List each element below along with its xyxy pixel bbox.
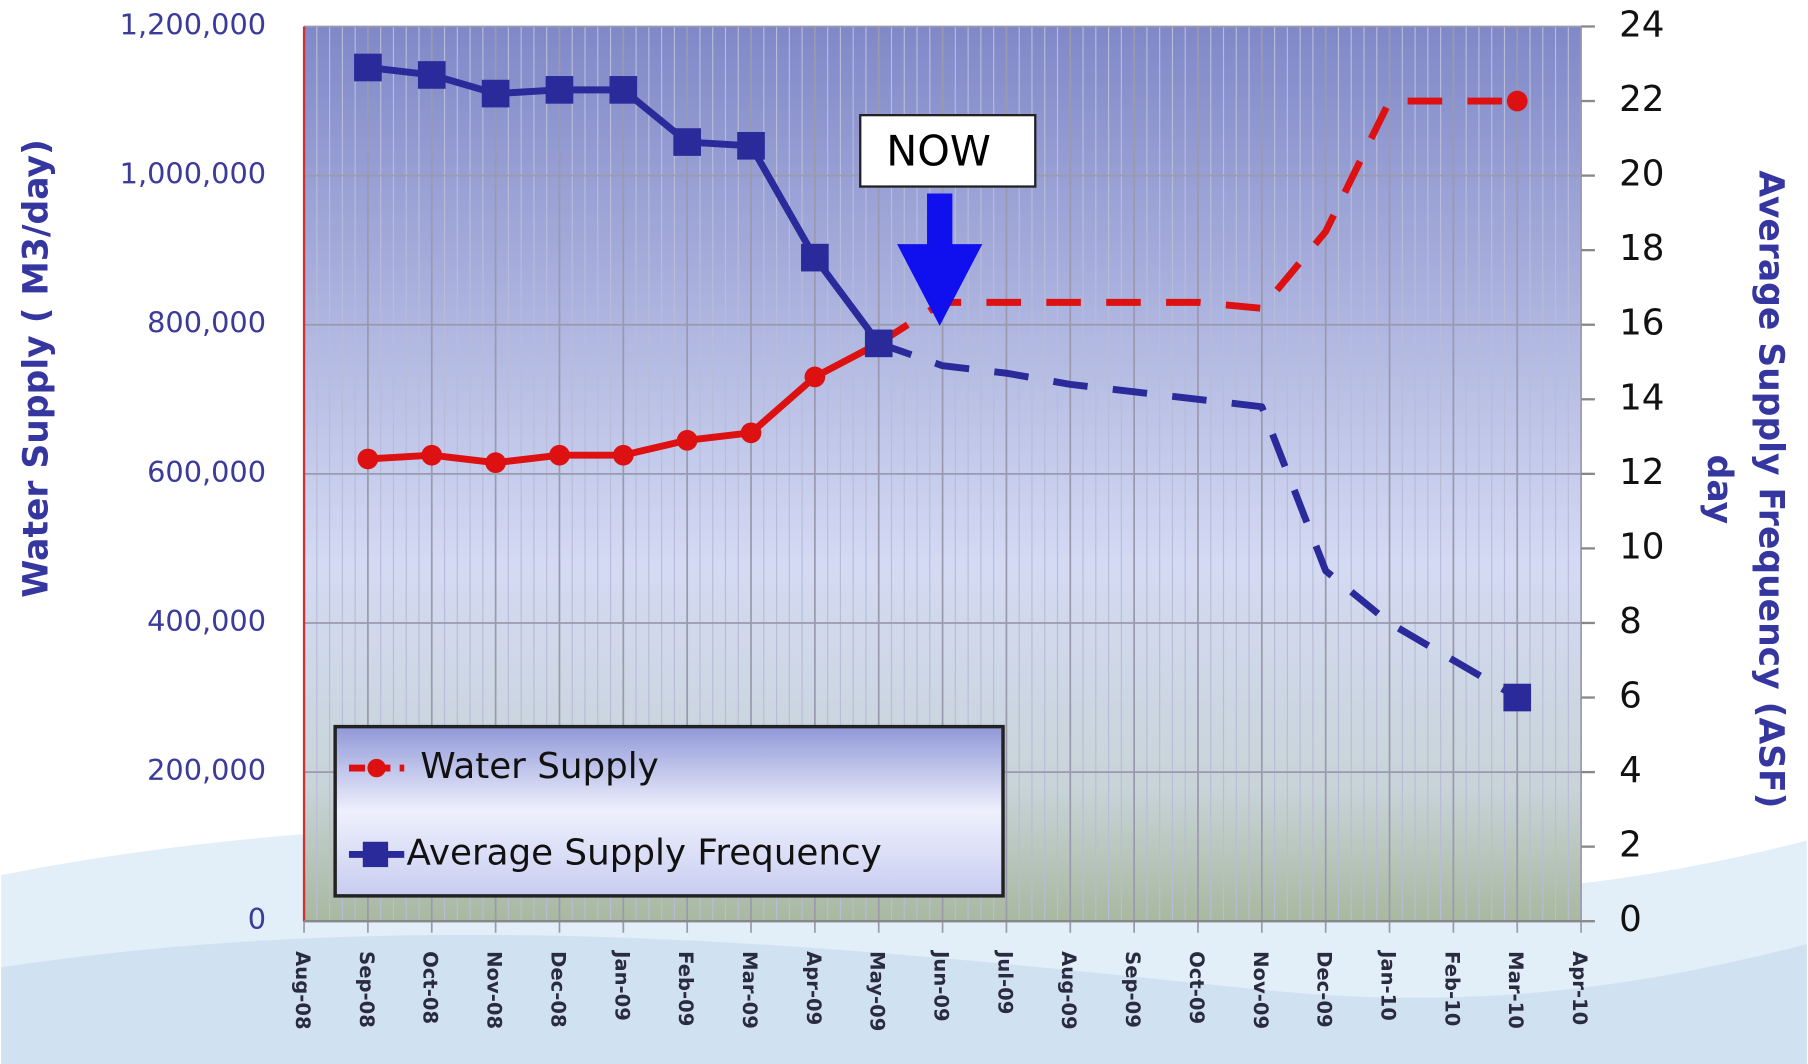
- x-tick-label: Oct-08: [419, 951, 442, 1024]
- y2-axis-label: day: [1699, 455, 1739, 524]
- series-line: [876, 97, 1518, 347]
- marker: [545, 76, 574, 104]
- y2-tick-label: 24: [1619, 4, 1664, 45]
- marker: [609, 76, 638, 104]
- x-tick-label: Jan-09: [610, 949, 633, 1021]
- marker: [740, 422, 762, 444]
- wave: [1, 934, 1807, 1064]
- marker: [737, 131, 765, 160]
- x-tick-label: May-09: [866, 951, 889, 1031]
- y2-tick-label: 6: [1619, 676, 1642, 717]
- y2-tick-label: 20: [1619, 154, 1664, 195]
- x-tick-label: Mar-10: [1504, 951, 1527, 1029]
- x-tick-label: Sep-09: [1121, 951, 1144, 1028]
- y2-tick-label: 14: [1619, 377, 1664, 418]
- x-tick-label: Oct-09: [1185, 951, 1208, 1024]
- x-tick-label: Feb-09: [674, 951, 697, 1026]
- marker: [864, 329, 893, 358]
- y2-tick-label: 12: [1619, 452, 1664, 493]
- y2-tick-label: 16: [1619, 303, 1664, 344]
- x-tick-label: Sep-08: [355, 951, 378, 1028]
- series-line: [877, 340, 1519, 701]
- marker: [417, 61, 446, 89]
- legend-label: Average Supply Frequency: [407, 832, 882, 873]
- annotation: NOW: [886, 127, 991, 175]
- legend-label: Water Supply: [420, 746, 658, 787]
- x-tick-label: Apr-09: [802, 951, 825, 1025]
- x-tick-label: Mar-09: [738, 951, 761, 1029]
- y-tick-label: 800,000: [147, 306, 266, 340]
- y-tick-label: 0: [248, 902, 266, 936]
- marker: [1506, 90, 1528, 112]
- y-tick-label: 1,200,000: [120, 7, 266, 41]
- marker: [354, 53, 382, 82]
- marker: [481, 79, 510, 108]
- marker: [485, 452, 506, 474]
- arrow: [897, 193, 983, 326]
- marker: [673, 128, 701, 156]
- marker: [549, 444, 570, 466]
- x-tick-label: Apr-10: [1568, 951, 1591, 1025]
- marker: [612, 444, 634, 466]
- marker: [357, 448, 379, 470]
- x-tick-label: Aug-08: [291, 951, 314, 1029]
- y2-tick-label: 2: [1619, 825, 1642, 866]
- marker: [421, 444, 443, 466]
- marker: [804, 366, 826, 388]
- x-tick-label: Jan-10: [1376, 949, 1399, 1021]
- y2-tick-label: 0: [1619, 899, 1642, 940]
- legend: [333, 724, 1005, 898]
- legend-marker: [367, 758, 386, 778]
- x-tick-label: Aug-09: [1057, 951, 1080, 1029]
- y-tick-label: 200,000: [147, 753, 266, 787]
- y2-tick-label: 22: [1619, 79, 1664, 120]
- y-tick-label: 400,000: [147, 604, 266, 638]
- y-tick-label: 600,000: [147, 455, 266, 489]
- x-tick-label: Dec-08: [546, 951, 569, 1027]
- marker: [801, 243, 829, 272]
- x-tick-label: Jun-09: [930, 949, 953, 1021]
- x-tick-label: Nov-08: [483, 951, 506, 1029]
- x-tick-label: Dec-09: [1313, 951, 1336, 1027]
- x-tick-label: Feb-10: [1440, 951, 1463, 1026]
- y2-axis-label: Average Supply Frequency (ASF): [1751, 170, 1791, 808]
- x-tick-label: Nov-09: [1249, 951, 1272, 1029]
- y-tick-label: 1,000,000: [120, 157, 266, 191]
- y2-tick-label: 8: [1619, 601, 1642, 642]
- y2-tick-label: 18: [1619, 228, 1664, 269]
- x-tick-label: Jul-09: [993, 949, 1016, 1014]
- marker: [1503, 683, 1532, 712]
- legend-marker: [362, 841, 389, 868]
- y2-tick-label: 4: [1619, 750, 1642, 791]
- annotation-box: [859, 114, 1037, 188]
- marker: [676, 429, 698, 451]
- y2-tick-label: 10: [1619, 526, 1664, 567]
- y-axis-label: Water Supply ( M3/day): [16, 139, 56, 597]
